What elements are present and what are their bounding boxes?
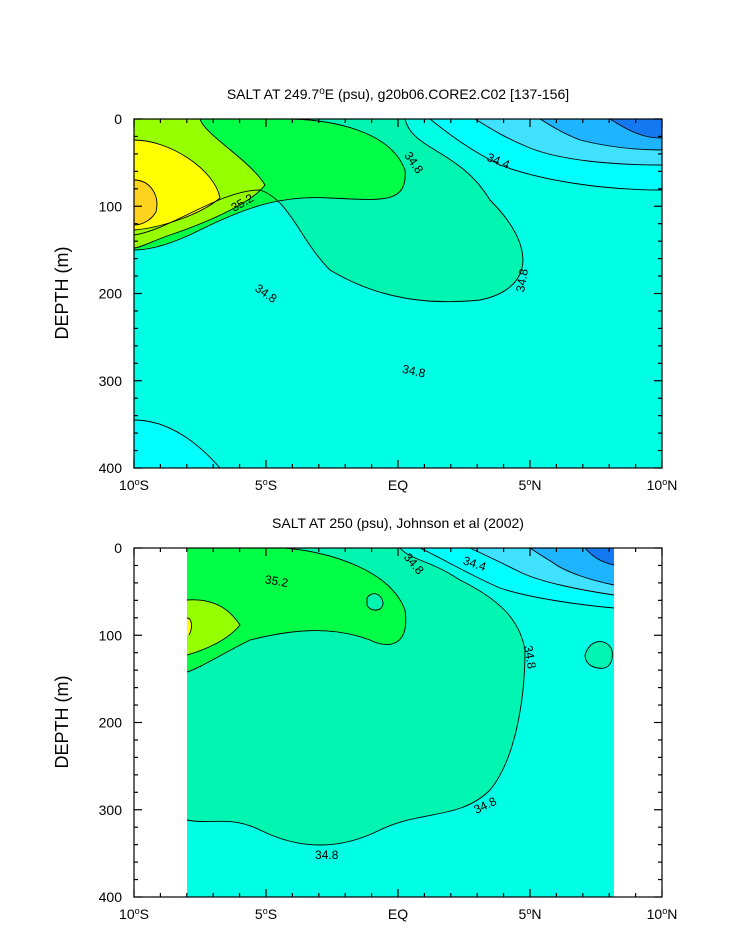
contour-fills [187,548,614,897]
y-tick-label: 200 [99,715,123,731]
fill-356-core [134,180,157,225]
fill-blue-light-right [530,548,614,585]
chart-title: SALT AT 249.7oE (psu), g20b06.CORE2.C02 … [227,86,569,102]
x-tick-label: EQ [388,477,408,493]
fill-blue-right [585,548,614,565]
fill-green-pool [367,593,383,611]
chart-title: SALT AT 250 (psu), Johnson et al (2002) [272,515,524,531]
x-tick-label: 5oS [255,477,277,493]
contour-label-text: 34.8 [315,848,339,862]
x-tick-label: 10oN [647,477,678,493]
contour-fills [134,119,662,468]
fill-cyan-bottom-left [134,420,220,468]
contour-label: 34.8 [521,644,539,670]
panel-model: SALT AT 249.7oE (psu), g20b06.CORE2.C02 … [52,86,677,493]
fill-blue-right [610,119,662,138]
x-tick-label: 10oS [119,477,149,493]
contour-label: 34.8 [513,267,531,293]
x-tick-label: EQ [388,906,408,922]
y-tick-label: 100 [99,627,123,643]
contour-label: 34.4 [461,553,488,574]
y-tick-label: 400 [99,460,123,476]
y-tick-label: 0 [114,540,122,556]
y-tick-label: 300 [99,802,123,818]
panel-observations: SALT AT 250 (psu), Johnson et al (2002) [52,515,677,922]
contour-label-text: 34.8 [513,267,531,293]
contour-label-text: 34.4 [461,553,488,574]
y-axis-label: DEPTH (m) [52,247,72,340]
x-tick-label: 5oN [519,477,542,493]
axis-ticks: 10oS 5oS EQ 5oN 10oN 0 100 200 300 400 [99,111,678,493]
contour-label: 35.2 [264,572,290,590]
y-tick-label: 300 [99,373,123,389]
fill-352-band [187,599,240,655]
x-tick-label: 5oS [255,906,277,922]
contour-label-text: 34.8 [521,644,539,670]
fill-350-band [187,548,406,672]
x-tick-label: 5oN [519,906,542,922]
y-tick-label: 400 [99,889,123,905]
x-tick-label: 10oN [647,906,678,922]
contour-label: 34.8 [401,362,427,381]
axis-ticks: 10oS 5oS EQ 5oN 10oN 0 100 200 300 400 [99,540,678,922]
y-tick-label: 100 [99,198,123,214]
x-tick-label: 10oS [119,906,149,922]
contour-label-text: 35.2 [264,572,290,590]
y-axis-label: DEPTH (m) [52,676,72,769]
contour-label-text: 34.8 [401,362,427,381]
fill-pool-right [585,641,613,669]
contour-label: 34.8 [315,848,339,862]
y-tick-label: 200 [99,286,123,302]
y-tick-label: 0 [114,111,122,127]
contour-labels: 35.234.8 34.434.834.834.8 [264,550,539,862]
